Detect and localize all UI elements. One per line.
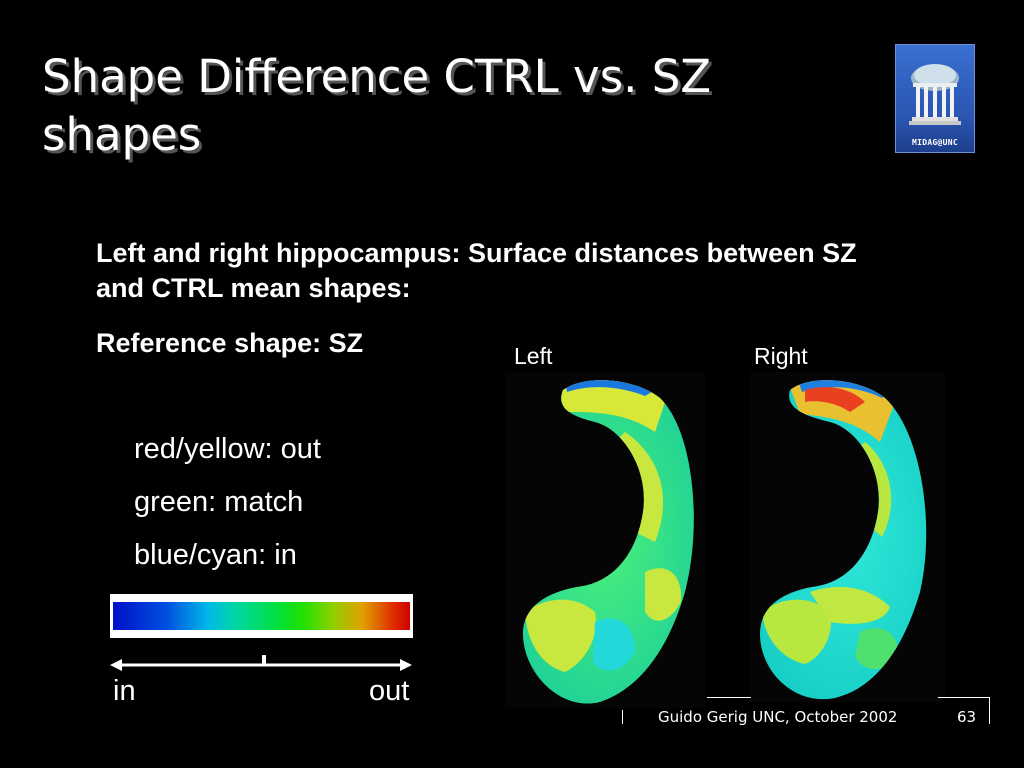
page-number: 63 <box>957 708 977 726</box>
legend-red-yellow: red/yellow: out <box>134 433 321 465</box>
slide-title: Shape Difference CTRL vs. SZ shapes <box>42 50 712 161</box>
footer-divider <box>622 710 623 724</box>
footer-divider <box>989 697 990 724</box>
panel-label-right: Right <box>754 343 808 369</box>
footer-divider <box>938 697 990 698</box>
scale-label-in: in <box>113 675 136 707</box>
temple-icon <box>909 64 961 125</box>
color-gradient <box>113 602 410 630</box>
panel-label-left: Left <box>514 343 553 369</box>
midag-logo: MIDAG@UNC <box>895 44 975 153</box>
slide-heading: Left and right hippocampus: Surface dist… <box>96 238 857 303</box>
scale-label-out: out <box>369 675 410 707</box>
footer-divider <box>707 697 751 698</box>
logo-label: MIDAG@UNC <box>911 138 959 147</box>
reference-shape-text: Reference shape: SZ <box>96 328 364 358</box>
color-scale-bar <box>110 594 413 638</box>
legend-blue-cyan: blue/cyan: in <box>134 539 297 571</box>
footer-credit: Guido Gerig UNC, October 2002 <box>658 708 898 726</box>
legend-green: green: match <box>134 486 304 518</box>
left-hippocampus-image <box>505 372 705 708</box>
double-arrow-icon <box>110 655 412 671</box>
right-hippocampus-image <box>750 372 945 702</box>
